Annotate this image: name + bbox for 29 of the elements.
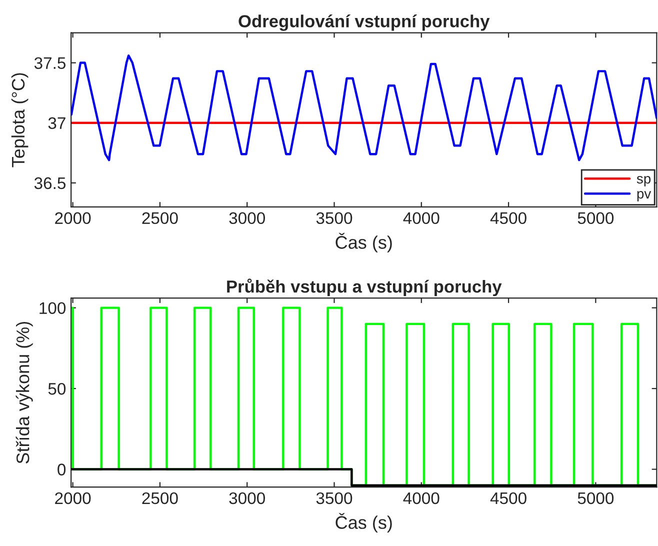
legend-label: sp bbox=[636, 176, 651, 186]
x-axis-title: Čas (s) bbox=[336, 512, 392, 532]
x-tick-label: 2500 bbox=[142, 212, 178, 224]
legend-label: pv bbox=[637, 191, 652, 202]
y-tick-label: 0 bbox=[58, 464, 66, 476]
x-tick-label: 3000 bbox=[229, 212, 265, 224]
x-tick-label: 2000 bbox=[55, 492, 91, 504]
x-tick-label: 5000 bbox=[578, 212, 614, 224]
y-tick-label: 50 bbox=[48, 382, 66, 395]
x-tick-label: 3500 bbox=[316, 212, 352, 224]
x-tick-label: 4500 bbox=[490, 212, 526, 224]
y-tick-label: 100 bbox=[40, 302, 66, 314]
x-tick-label: 5000 bbox=[578, 492, 614, 504]
y-axis-title: Střída výkonu (%) bbox=[16, 322, 33, 464]
line-series bbox=[71, 54, 657, 162]
y-tick-label: 37.5 bbox=[34, 57, 66, 69]
x-tick-label: 4000 bbox=[403, 492, 440, 504]
x-tick-label: 4000 bbox=[403, 212, 440, 224]
y-axis-title: Teplota (°C) bbox=[11, 73, 28, 168]
x-tick-label: 4500 bbox=[490, 492, 526, 504]
y-tick-label: 37 bbox=[48, 117, 66, 130]
chart-title: Průběh vstupu a vstupní poruchy bbox=[227, 278, 502, 296]
y-tick-label: 36.5 bbox=[34, 177, 66, 190]
chart-title: Odregulování vstupní poruchy bbox=[238, 14, 490, 31]
x-tick-label: 3500 bbox=[316, 492, 352, 504]
x-tick-label: 2000 bbox=[55, 212, 91, 224]
x-tick-label: 3000 bbox=[229, 492, 265, 504]
x-tick-label: 2500 bbox=[142, 492, 178, 504]
x-axis-title: Čas (s) bbox=[336, 232, 392, 252]
